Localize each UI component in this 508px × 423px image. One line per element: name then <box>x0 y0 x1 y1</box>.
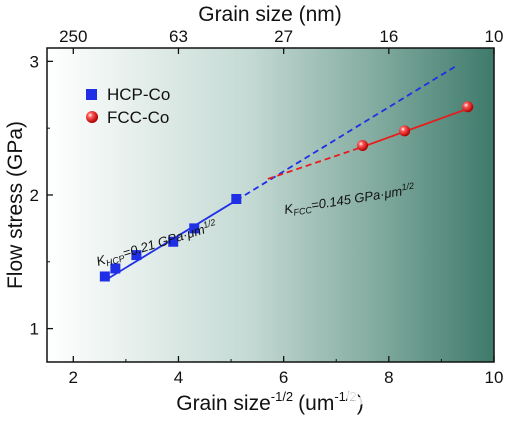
point-hcp-co-3 <box>168 236 179 247</box>
point-hcp-co-2 <box>131 250 142 261</box>
plot-background <box>47 48 494 362</box>
top-tick-label-1: 63 <box>169 27 188 46</box>
legend-marker-hcp <box>86 89 97 100</box>
legend-label-hcp: HCP-Co <box>107 85 170 104</box>
annotation-k-fcc-sup: 1/2 <box>401 181 415 193</box>
axis-ticks <box>47 48 495 362</box>
point-fcc-co-1 <box>399 125 411 137</box>
top-tick-label-0: 250 <box>59 27 87 46</box>
axis-tick-labels: 2 4 6 8 10 250 63 27 16 10 1 2 3 <box>30 27 504 387</box>
x-tick-label-2: 6 <box>279 368 288 387</box>
y-tick-label-1: 2 <box>30 186 39 205</box>
top-axis-title: Grain size (nm) <box>198 3 342 26</box>
top-tick-label-4: 10 <box>485 27 504 46</box>
annotation-k-hcp-sup: 1/2 <box>202 217 217 230</box>
y-tick-label-2: 3 <box>30 52 39 71</box>
x-tick-label-1: 4 <box>174 368 183 387</box>
x-axis-title-sup: -1/2 <box>271 389 293 404</box>
fit-line-fcc-co-dashed <box>267 146 363 180</box>
x-tick-label-3: 8 <box>384 368 393 387</box>
top-tick-label-2: 27 <box>274 27 293 46</box>
plot-frame <box>46 47 495 363</box>
point-hcp-co-0 <box>99 271 110 282</box>
top-tick-label-3: 16 <box>379 27 398 46</box>
fit-line-fcc-co-solid <box>362 105 474 148</box>
x-tick-label-0: 2 <box>69 368 78 387</box>
point-hcp-co-4 <box>189 223 200 234</box>
y-tick-label-0: 1 <box>30 320 39 339</box>
watermark-text: 众号 · 材料学网 <box>368 393 445 407</box>
y-axis-title: Flow stress (GPa) <box>4 121 27 289</box>
annotation-k-fcc-base: K <box>283 201 295 217</box>
legend-marker-fcc <box>86 111 98 123</box>
legend-label-fcc: FCC-Co <box>107 108 169 127</box>
x-axis-title-main: Grain size <box>176 392 271 415</box>
point-hcp-co-5 <box>231 193 242 204</box>
data-markers <box>99 101 474 282</box>
x-axis-title-unit: (um <box>298 392 334 415</box>
point-fcc-co-2 <box>462 101 474 113</box>
x-tick-label-4: 10 <box>485 368 504 387</box>
watermark: 众号 · 材料学网 <box>346 391 445 407</box>
point-hcp-co-1 <box>110 263 121 274</box>
legend: HCP-Co FCC-Co <box>86 85 170 127</box>
annotation-k-fcc-sub: FCC <box>293 205 313 218</box>
x-axis-title: Grain size-1/2(um-1/2) <box>176 389 364 415</box>
wechat-icon <box>346 391 364 405</box>
point-fcc-co-0 <box>357 140 369 152</box>
